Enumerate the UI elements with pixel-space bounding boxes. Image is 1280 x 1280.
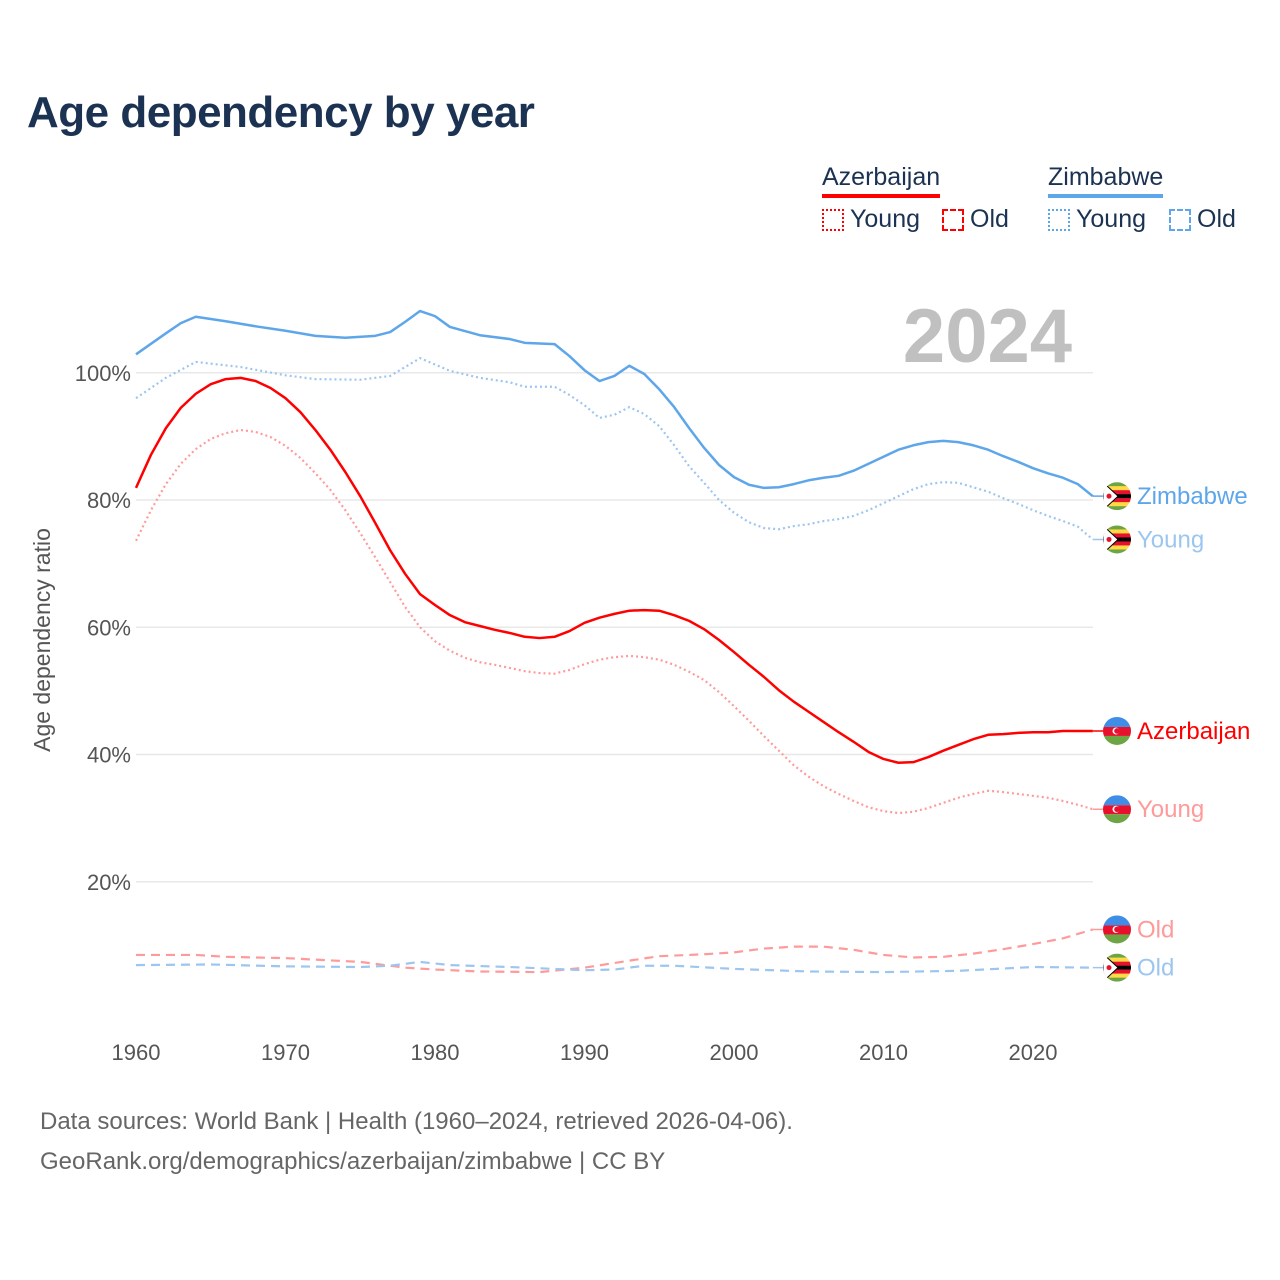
legend-azerbaijan-young[interactable]: Young bbox=[822, 205, 920, 234]
end-label: Zimbabwe bbox=[1137, 483, 1248, 510]
series-line-zimbabwe[interactable] bbox=[135, 309, 1094, 498]
zimbabwe-flag-icon bbox=[1103, 953, 1131, 982]
series-line-azerbaijan-young[interactable] bbox=[135, 428, 1094, 815]
dashed-swatch-icon bbox=[1169, 208, 1191, 231]
series-line-zimbabwe-young[interactable] bbox=[135, 357, 1094, 541]
azerbaijan-flag-icon bbox=[1103, 716, 1131, 745]
dotted-swatch-icon bbox=[822, 208, 844, 231]
zimbabwe-flag-icon bbox=[1103, 482, 1131, 511]
x-tick-label: 1980 bbox=[411, 1040, 460, 1065]
legend-label: Young bbox=[1076, 205, 1146, 233]
series-line-azerbaijan-old[interactable] bbox=[136, 928, 1094, 974]
y-tick-label: 60% bbox=[87, 615, 131, 640]
legend-label: Old bbox=[970, 205, 1009, 233]
legend-azerbaijan[interactable]: Azerbaijan bbox=[822, 163, 941, 198]
x-tick-label: 1970 bbox=[261, 1040, 310, 1065]
end-label: Old bbox=[1137, 916, 1174, 943]
azerbaijan-flag-icon bbox=[1103, 915, 1131, 944]
y-tick-label: 100% bbox=[75, 361, 131, 386]
y-tick-label: 40% bbox=[87, 743, 131, 768]
end-label: Young bbox=[1137, 796, 1204, 823]
legend-zimbabwe-young[interactable]: Young bbox=[1048, 205, 1146, 234]
end-label: Young bbox=[1137, 526, 1204, 553]
dotted-swatch-icon bbox=[1048, 208, 1070, 231]
series-line-azerbaijan[interactable] bbox=[134, 376, 1093, 765]
year-watermark: 2024 bbox=[903, 294, 1072, 379]
y-axis-label: Age dependency ratio bbox=[29, 528, 55, 752]
dashed-swatch-icon bbox=[942, 208, 964, 231]
legend-zimbabwe[interactable]: Zimbabwe bbox=[1048, 163, 1164, 198]
x-tick-label: 2020 bbox=[1009, 1040, 1058, 1065]
zimbabwe-flag-icon bbox=[1103, 525, 1131, 554]
source-url[interactable]: GeoRank.org/demographics/azerbaijan/zimb… bbox=[40, 1148, 666, 1175]
y-tick-label: 20% bbox=[87, 870, 131, 895]
source-line: Data sources: World Bank | Health (1960–… bbox=[40, 1108, 793, 1135]
end-label: Old bbox=[1137, 955, 1174, 982]
legend-label: Old bbox=[1197, 205, 1236, 233]
azerbaijan-flag-icon bbox=[1103, 795, 1131, 824]
x-tick-label: 2010 bbox=[859, 1040, 908, 1065]
x-tick-label: 1960 bbox=[112, 1040, 161, 1065]
series-line-zimbabwe-old[interactable] bbox=[135, 960, 1093, 974]
x-tick-label: 2000 bbox=[710, 1040, 759, 1065]
end-label: Azerbaijan bbox=[1137, 718, 1250, 745]
y-tick-label: 80% bbox=[87, 488, 131, 513]
x-tick-label: 1990 bbox=[560, 1040, 609, 1065]
legend-label: Young bbox=[850, 205, 920, 233]
chart-title: Age dependency by year bbox=[27, 88, 535, 137]
legend-azerbaijan-old[interactable]: Old bbox=[942, 205, 1009, 234]
legend-zimbabwe-old[interactable]: Old bbox=[1169, 205, 1236, 234]
